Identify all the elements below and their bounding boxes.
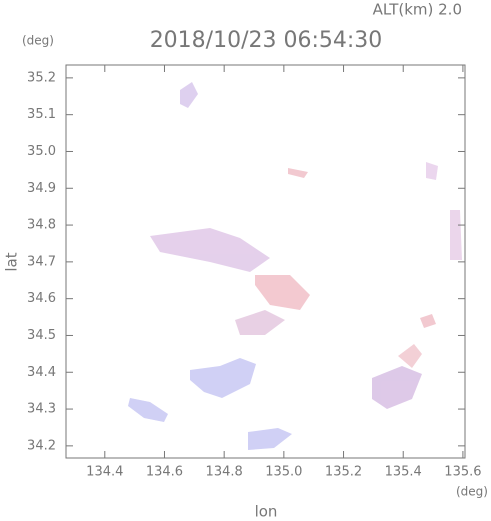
- x-tick-label: 135.4: [385, 465, 422, 480]
- x-tick-label: 134.4: [86, 465, 123, 480]
- x-label: lon: [255, 503, 278, 521]
- x-tick-label: 135.2: [325, 465, 362, 480]
- altitude: ALT(km) 2.0: [373, 1, 462, 19]
- y-tick-label: 34.8: [27, 218, 56, 233]
- y-tick-label: 35.0: [27, 144, 56, 159]
- y-tick-label: 35.2: [27, 70, 56, 85]
- y-tick-label: 34.2: [27, 438, 56, 453]
- y-tick-label: 34.7: [27, 254, 56, 269]
- x-tick-label: 135.6: [444, 465, 481, 480]
- echo-field: [128, 82, 462, 450]
- x-tick-label: 135.0: [265, 465, 302, 480]
- chart-title: 2018/10/23 06:54:30: [150, 28, 383, 53]
- x-unit: (deg): [456, 485, 488, 499]
- y-unit: (deg): [22, 34, 54, 48]
- y-tick-label: 34.3: [27, 402, 56, 417]
- x-tick-label: 134.6: [146, 465, 183, 480]
- y-tick-label: 35.1: [27, 107, 56, 122]
- y-label: lat: [3, 252, 21, 271]
- y-tick-label: 34.6: [27, 291, 56, 306]
- y-tick-label: 34.5: [27, 328, 56, 343]
- y-tick-label: 34.9: [27, 181, 56, 196]
- y-tick-label: 34.4: [27, 365, 56, 380]
- x-tick-label: 134.8: [206, 465, 243, 480]
